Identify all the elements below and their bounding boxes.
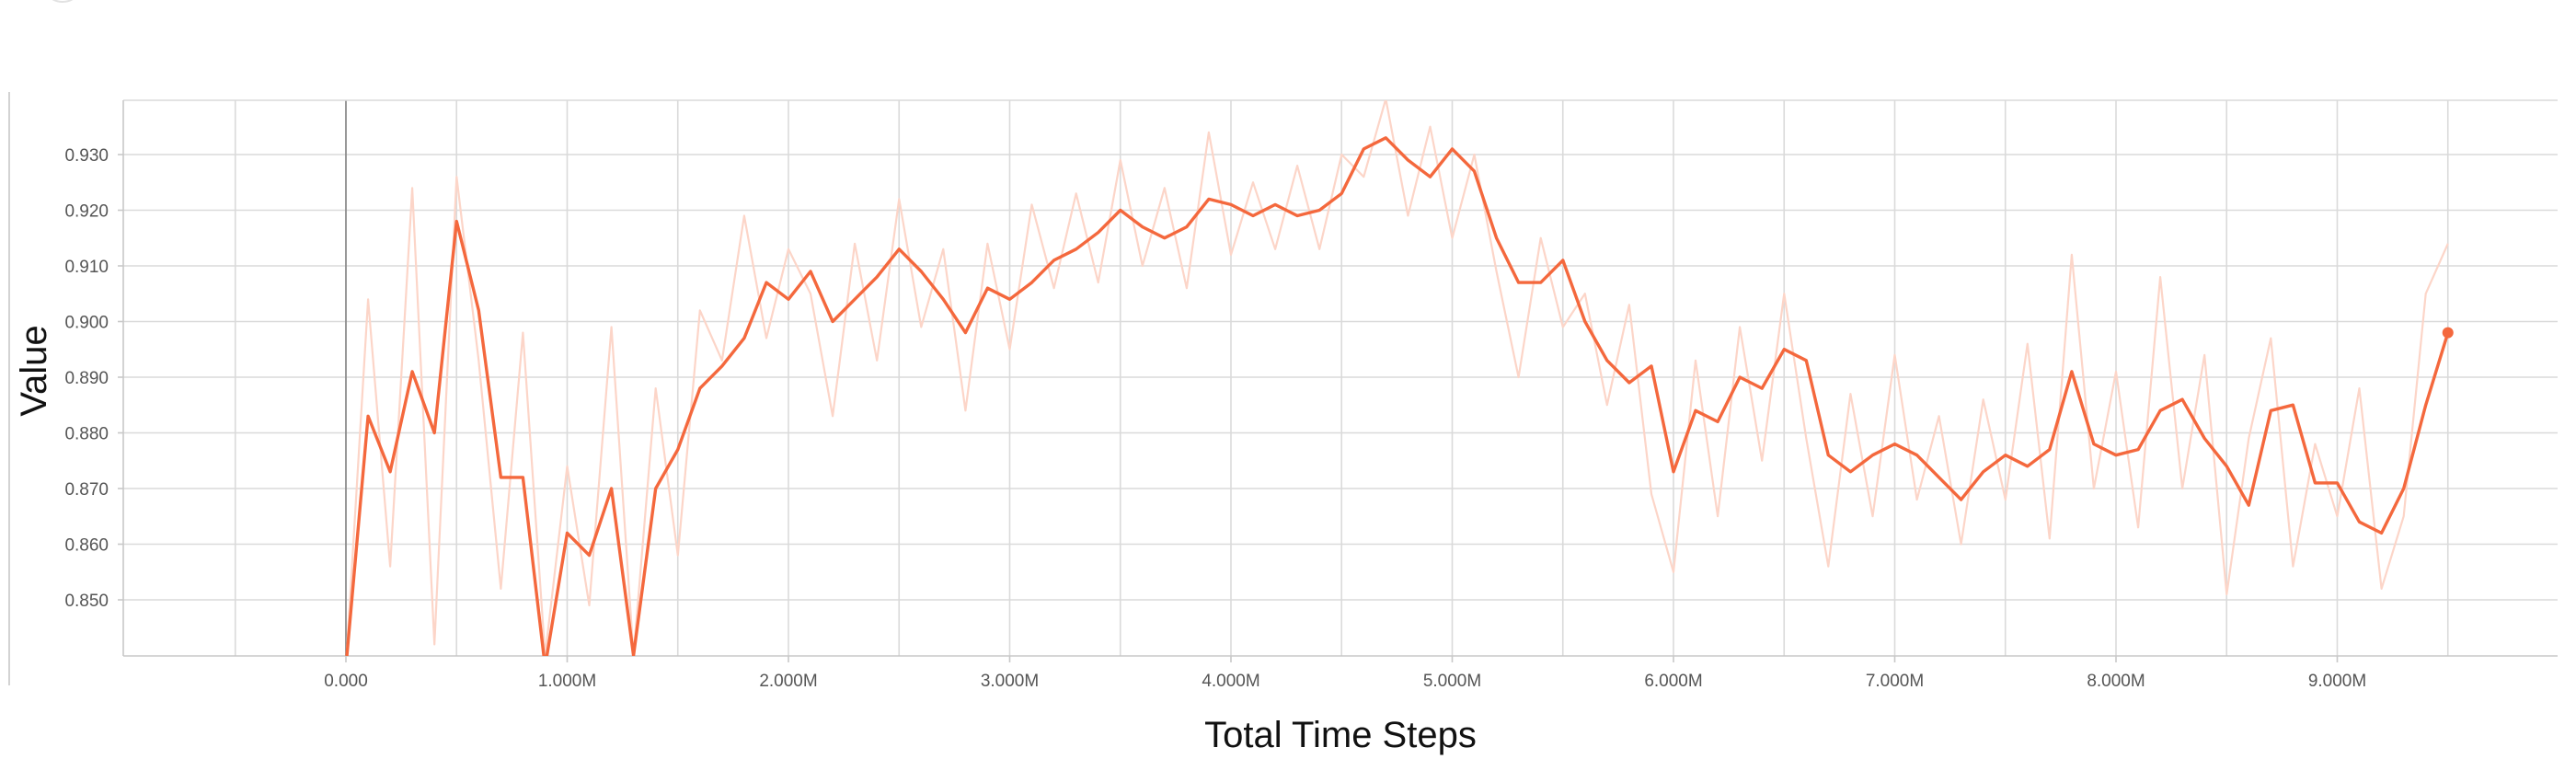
y-tick-label-2: 0.870 — [64, 480, 109, 500]
y-tick-label-0: 0.850 — [64, 592, 109, 611]
x-tick-label-1: 1.000M — [538, 672, 596, 691]
last-point-marker — [2442, 327, 2454, 339]
x-tick-label-3: 3.000M — [981, 672, 1039, 691]
tick-labels: 0.850 0.860 0.870 0.880 0.890 0.900 0.910 0.920… — [64, 146, 2366, 691]
axes — [118, 99, 2558, 662]
y-tick-label-8: 0.930 — [64, 146, 109, 166]
x-tick-label-2: 2.000M — [759, 672, 817, 691]
x-tick-label-8: 8.000M — [2087, 672, 2145, 691]
y-tick-label-7: 0.920 — [64, 202, 109, 222]
x-tick-label-9: 9.000M — [2308, 672, 2366, 691]
x-tick-label-7: 7.000M — [1866, 672, 1924, 691]
x-tick-label-4: 4.000M — [1202, 672, 1259, 691]
x-axis-title: Total Time Steps — [1204, 715, 1477, 755]
toolbar-icon[interactable] — [42, 0, 83, 3]
y-tick-label-4: 0.890 — [64, 369, 109, 388]
x-tick-label-6: 6.000M — [1644, 672, 1702, 691]
series-layer — [345, 100, 2454, 656]
grid — [123, 100, 2558, 656]
x-tick-label-0: 0.000 — [324, 672, 368, 691]
smoothed-series-line — [345, 136, 2450, 656]
y-tick-label-1: 0.860 — [64, 536, 109, 556]
raw-series-line — [345, 100, 2449, 656]
y-tick-label-3: 0.880 — [64, 425, 109, 444]
y-tick-label-6: 0.910 — [64, 258, 109, 277]
x-tick-label-5: 5.000M — [1423, 672, 1481, 691]
y-tick-label-5: 0.900 — [64, 314, 109, 333]
y-axis-title: Value — [14, 325, 54, 416]
